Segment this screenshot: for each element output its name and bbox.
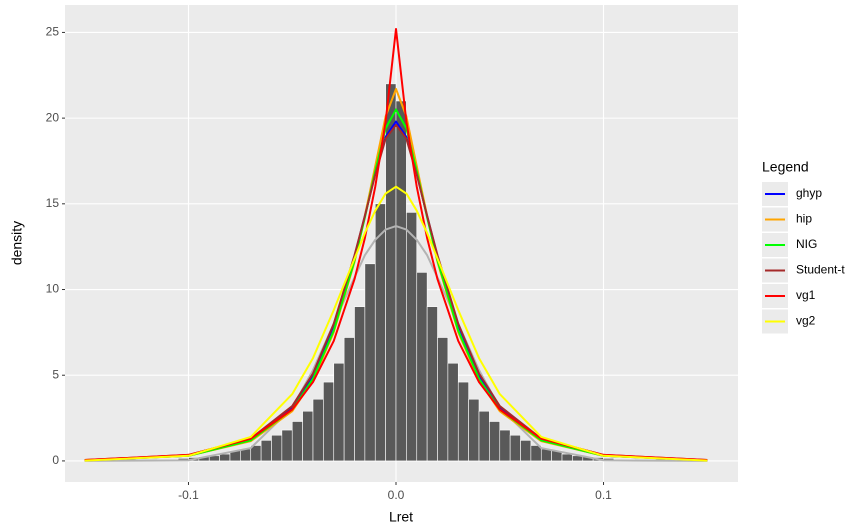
bar — [457, 381, 469, 462]
bar — [406, 212, 418, 462]
bar — [385, 83, 397, 462]
y-tick-label: 20 — [46, 110, 60, 124]
legend-label: ghyp — [796, 186, 822, 200]
density-line — [84, 28, 708, 462]
bar — [364, 263, 376, 462]
bar — [343, 337, 355, 462]
density-line — [84, 123, 708, 462]
y-axis-title: density — [9, 221, 25, 265]
y-tick-label: 0 — [52, 453, 59, 467]
legend-label: NIG — [796, 237, 817, 251]
x-tick-label: 0.1 — [595, 488, 612, 502]
bar — [478, 410, 490, 462]
legend-label: Student-t — [796, 263, 845, 277]
bar — [354, 306, 366, 462]
bar — [333, 362, 345, 462]
bar — [447, 362, 459, 462]
density-line — [84, 185, 708, 462]
legend-label: hip — [796, 212, 812, 226]
bar — [302, 410, 314, 462]
bar — [499, 429, 511, 462]
bar — [219, 453, 231, 462]
y-tick-label: 15 — [46, 196, 60, 210]
bar — [437, 337, 449, 462]
bar — [509, 434, 521, 462]
bar — [468, 398, 480, 462]
bar — [291, 421, 303, 462]
legend-label: vg1 — [796, 288, 816, 302]
legend-title: Legend — [762, 159, 809, 175]
x-axis-title: Lret — [389, 509, 413, 525]
y-tick-label: 25 — [46, 25, 60, 39]
y-tick-label: 5 — [52, 367, 59, 381]
bar — [426, 306, 438, 462]
bar — [312, 398, 324, 462]
bar — [260, 440, 272, 462]
bar — [416, 272, 428, 462]
bar — [561, 453, 573, 462]
legend-label: vg2 — [796, 314, 816, 328]
bar — [489, 421, 501, 462]
bar — [323, 381, 335, 462]
bar — [520, 440, 532, 462]
bar — [374, 203, 386, 462]
bar — [281, 429, 293, 462]
bar — [271, 434, 283, 462]
x-tick-label: 0.0 — [388, 488, 405, 502]
y-tick-label: 10 — [46, 282, 60, 296]
x-tick-label: -0.1 — [178, 488, 199, 502]
bar — [395, 100, 407, 462]
